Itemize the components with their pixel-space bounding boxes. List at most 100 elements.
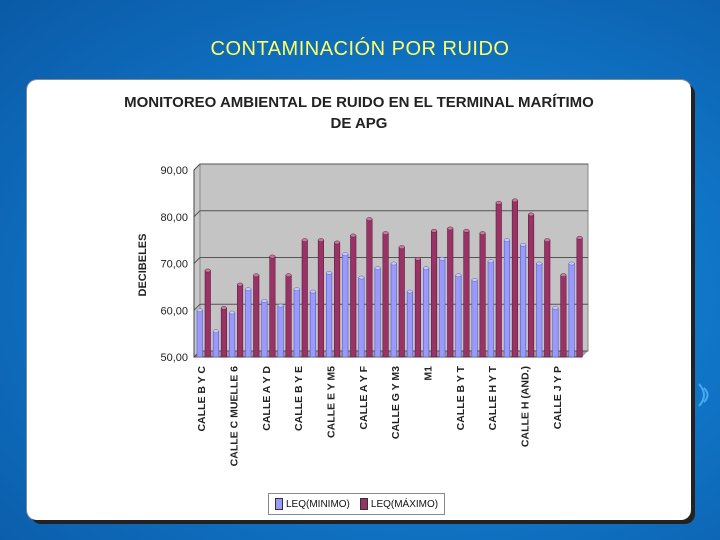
bar-min-cap xyxy=(342,252,349,256)
bar-max-cap xyxy=(285,273,292,278)
bar-max-cap xyxy=(398,245,405,249)
x-tick-label: CALLE B Y T xyxy=(455,365,467,430)
bar-max-cap xyxy=(479,231,486,235)
bar-max-cap xyxy=(301,238,308,242)
bar-max xyxy=(350,235,357,358)
bar-max-cap xyxy=(220,306,227,310)
bar-min xyxy=(552,307,559,358)
bar-max-cap xyxy=(317,238,324,242)
bar-max xyxy=(301,239,308,358)
bar-min-cap xyxy=(212,329,219,334)
bar-max xyxy=(382,232,389,358)
x-tick-label: CALLE J Y P xyxy=(552,366,564,429)
x-tick-label: CALLE H (AND.) xyxy=(519,366,531,447)
bar-max xyxy=(528,214,535,358)
chart-title: MONITOREO AMBIENTAL DE RUIDO EN EL TERMI… xyxy=(27,92,691,134)
bar-min xyxy=(406,291,413,358)
x-tick-label: CALLE B Y C xyxy=(196,366,208,432)
bar-max-cap xyxy=(237,282,244,287)
bar-min xyxy=(390,263,397,358)
bar-max-cap xyxy=(269,254,276,259)
bar-min xyxy=(212,330,219,358)
bar-max xyxy=(334,242,341,358)
bar-min xyxy=(423,267,430,358)
y-tick-label: 60,00 xyxy=(160,305,188,317)
chart-legend: LEQ(MINIMO) LEQ(MÁXIMO) xyxy=(268,493,446,515)
bar-max xyxy=(269,256,276,358)
bar-max-cap xyxy=(528,212,535,217)
chart-title-line-2: DE APG xyxy=(330,115,388,132)
bar-max-cap xyxy=(350,233,357,238)
bar-max-cap xyxy=(544,238,551,242)
x-tick-label: CALLE E Y M5 xyxy=(325,366,337,438)
bar-min xyxy=(261,300,268,358)
bar-min-cap xyxy=(455,273,462,278)
legend-label-min: LEQ(MINIMO) xyxy=(286,498,350,510)
bar-min xyxy=(342,253,349,358)
bar-min-cap xyxy=(229,310,236,315)
bar-min xyxy=(374,267,381,358)
bar-max xyxy=(463,230,470,358)
bar-min-cap xyxy=(293,287,300,292)
bar-max xyxy=(414,258,421,358)
x-tick-label: CALLE A Y F xyxy=(358,365,370,429)
bar-min xyxy=(471,279,478,358)
y-tick-label: 80,00 xyxy=(160,212,188,224)
legend-swatch-max xyxy=(359,498,368,510)
bar-min xyxy=(487,260,494,358)
bar-max-cap xyxy=(431,228,438,233)
bar-min-cap xyxy=(277,303,284,308)
bar-max xyxy=(511,200,518,358)
bar-min xyxy=(309,291,316,358)
gridline-depth xyxy=(193,303,201,311)
bar-min-cap xyxy=(374,266,381,271)
bar-max-cap xyxy=(463,228,470,233)
bar-max-cap xyxy=(511,198,518,203)
bar-min-cap xyxy=(568,261,575,266)
bar-min xyxy=(520,244,527,358)
bar-max-cap xyxy=(495,200,502,205)
bar-max-cap xyxy=(334,240,341,245)
x-tick-label: CALLE G Y M3 xyxy=(390,366,402,439)
y-tick-label: 70,00 xyxy=(160,259,188,271)
bar-min-cap xyxy=(245,287,252,292)
bar-max-cap xyxy=(414,256,421,261)
bar-max xyxy=(398,246,405,358)
bar-max xyxy=(544,239,551,358)
bar-min xyxy=(503,239,510,358)
legend-item-min: LEQ(MINIMO) xyxy=(275,498,350,510)
legend-label-max: LEQ(MÁXIMO) xyxy=(370,498,439,510)
bar-min-cap xyxy=(471,278,478,282)
x-tick-label: CALLE H Y T xyxy=(487,365,499,430)
bar-min-cap xyxy=(390,261,397,266)
y-tick-label: 90,00 xyxy=(160,165,188,177)
bar-min xyxy=(196,309,203,358)
bar-min-cap xyxy=(196,308,203,313)
bar-max-cap xyxy=(253,273,260,278)
bar-min-cap xyxy=(261,299,268,303)
gridline-depth xyxy=(193,163,201,171)
decorative-arc-icon xyxy=(698,383,709,407)
bar-max xyxy=(253,274,260,358)
bar-max-cap xyxy=(382,231,389,235)
x-tick-label: CALLE B Y E xyxy=(293,366,305,431)
bar-max xyxy=(366,218,373,358)
bar-max xyxy=(576,237,583,358)
bar-min xyxy=(439,258,446,358)
bar-min-cap xyxy=(552,306,559,310)
slide-title: CONTAMINACIÓN POR RUIDO xyxy=(210,38,510,60)
bar-max xyxy=(560,274,567,358)
bar-min-cap xyxy=(358,275,365,280)
bar-max xyxy=(479,232,486,358)
gridline-depth xyxy=(193,257,201,264)
x-tick-label: CALLE C MUELLE 6 xyxy=(228,366,240,466)
bar-max-cap xyxy=(366,217,373,221)
bar-max xyxy=(317,239,324,358)
bar-min xyxy=(229,312,236,358)
bar-min-cap xyxy=(326,271,333,275)
bar-min-cap xyxy=(503,238,510,242)
gridline-depth xyxy=(193,210,201,218)
bar-max-cap xyxy=(204,268,211,273)
bar-max xyxy=(204,270,211,358)
bar-min-cap xyxy=(423,266,430,271)
